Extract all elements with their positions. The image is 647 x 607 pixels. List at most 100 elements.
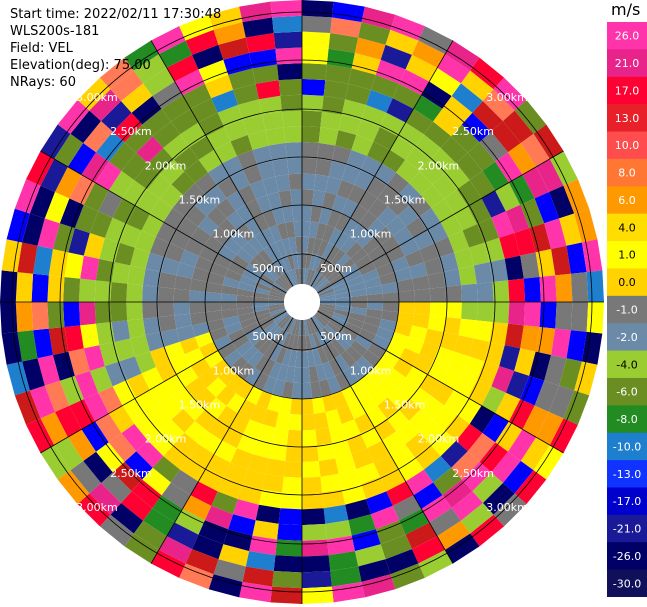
ppi-cell	[243, 419, 263, 440]
ppi-cell	[394, 267, 413, 282]
ppi-cell	[373, 454, 398, 477]
ppi-cell	[95, 258, 115, 282]
ppi-cell	[95, 442, 125, 473]
ppi-cell	[392, 83, 422, 109]
ppi-cell	[26, 418, 55, 453]
ppi-cell	[456, 397, 482, 424]
ppi-cell	[362, 237, 381, 255]
ppi-cell	[185, 205, 207, 227]
ppi-cell	[389, 444, 415, 468]
ppi-cell	[390, 256, 410, 273]
colorbar-label: -10.0	[613, 440, 641, 453]
ppi-cell	[341, 164, 361, 185]
ppi-cell	[249, 258, 266, 273]
ppi-cell	[396, 278, 415, 292]
ppi-cell	[261, 321, 277, 336]
ppi-cell	[381, 310, 399, 323]
ppi-cell	[222, 276, 240, 289]
ppi-cell	[448, 230, 470, 253]
ppi-cell	[302, 570, 332, 589]
ppi-cell	[368, 198, 388, 219]
colorbar-label: 13.0	[615, 112, 640, 125]
ppi-cell	[262, 176, 279, 195]
ppi-cell	[235, 204, 254, 224]
colorbar-swatch	[607, 432, 647, 461]
ppi-cell	[57, 99, 90, 134]
ppi-cell	[302, 539, 329, 557]
ppi-cell	[327, 376, 342, 395]
ppi-cell	[317, 142, 336, 161]
ppi-cell	[249, 179, 268, 200]
ppi-cell	[269, 307, 286, 316]
ppi-cell	[182, 495, 212, 521]
ppi-cell	[379, 467, 406, 492]
ppi-cell	[398, 183, 421, 206]
ppi-cell	[236, 302, 253, 309]
ppi-cell	[252, 520, 279, 540]
ppi-cell	[544, 218, 567, 250]
ppi-cell	[332, 312, 350, 323]
ppi-cell	[122, 180, 148, 207]
ppi-cell	[275, 539, 302, 557]
ppi-cell	[275, 47, 302, 65]
ppi-cell	[291, 268, 299, 285]
ppi-cell	[143, 67, 175, 96]
ppi-cell	[265, 324, 280, 339]
ppi-cell	[387, 387, 410, 410]
ppi-cell	[361, 322, 380, 335]
ppi-cell	[206, 206, 227, 227]
colorbar-swatch	[607, 295, 647, 324]
ppi-cell	[224, 322, 243, 335]
ppi-cell	[254, 312, 272, 323]
ppi-cell	[481, 190, 506, 218]
ppi-cell	[271, 309, 287, 319]
range-ring-label: 500m	[252, 330, 284, 343]
ppi-cell	[380, 534, 412, 560]
ppi-cell	[249, 535, 278, 556]
ppi-cell	[285, 365, 296, 383]
ppi-cell	[110, 302, 128, 323]
colorbar-swatch	[607, 514, 647, 543]
ppi-cell	[64, 325, 84, 352]
ppi-cell	[326, 535, 355, 556]
ppi-cell	[394, 322, 413, 337]
ppi-center	[284, 284, 320, 320]
ppi-cell	[288, 350, 297, 367]
ppi-cell	[342, 326, 359, 341]
ppi-cell	[64, 252, 84, 279]
ppi-cell	[493, 493, 527, 527]
ppi-cell	[505, 204, 530, 234]
ppi-cell	[302, 189, 314, 206]
ppi-cell	[134, 414, 160, 441]
ppi-cell	[372, 334, 391, 351]
ppi-cell	[382, 431, 406, 455]
ppi-cell	[326, 245, 341, 262]
azimuth-line	[317, 150, 564, 294]
ppi-cell	[331, 277, 348, 289]
ppi-cell	[268, 443, 287, 462]
ppi-cell	[307, 269, 316, 286]
ppi-cell	[245, 385, 263, 405]
ppi-cell	[213, 22, 246, 45]
ppi-cell	[280, 492, 302, 510]
ppi-cell	[334, 213, 351, 232]
ppi-cell	[89, 482, 122, 515]
ppi-cell	[508, 143, 537, 175]
ppi-cell	[236, 340, 254, 357]
ppi-cell	[439, 252, 459, 273]
ppi-cell	[158, 315, 177, 332]
ppi-cell	[445, 533, 480, 564]
ppi-cell	[183, 183, 206, 206]
ppi-cell	[101, 101, 132, 132]
ppi-cell	[189, 312, 208, 326]
ppi-cell	[399, 69, 430, 96]
ppi-cell	[223, 52, 253, 75]
ppi-cell	[142, 268, 161, 287]
ppi-cell	[354, 544, 386, 567]
ppi-cell	[242, 114, 266, 135]
colorbar-swatch	[607, 186, 647, 215]
ppi-cell	[308, 221, 319, 239]
ppi-cell	[190, 358, 211, 378]
colorbar-label: -26.0	[613, 550, 641, 563]
ppi-cell	[184, 420, 208, 445]
